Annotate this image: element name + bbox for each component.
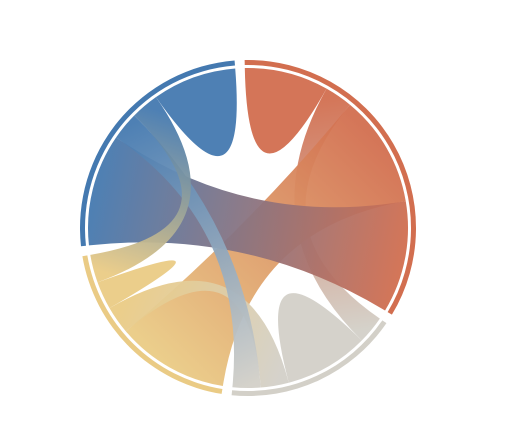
ribbon-2-3 [90, 97, 191, 283]
ribbon-2-2 [97, 260, 176, 309]
ribbon-1-3 [116, 115, 261, 388]
ribbon-3-3 [155, 68, 237, 157]
ribbon-1-1 [278, 293, 362, 383]
group-arc-1 [231, 320, 387, 396]
ribbon-0-0 [244, 68, 327, 154]
ribbon-layer [88, 68, 408, 388]
arc-layer [80, 60, 416, 396]
